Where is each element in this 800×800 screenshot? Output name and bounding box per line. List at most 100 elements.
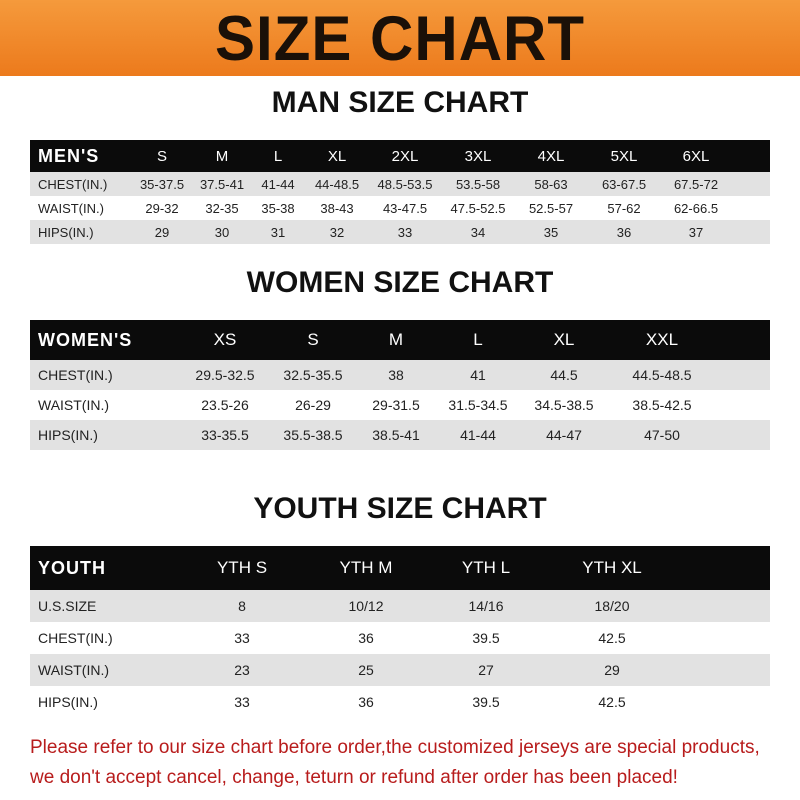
table-cell: 44-47 xyxy=(520,420,608,450)
table-cell: 39.5 xyxy=(472,630,500,646)
table-row: CHEST(IN.) 35-37.5 37.5-41 41-44 44-48.5 48.5… xyxy=(30,172,770,196)
table-row: WAIST(IN.) 29-32 32-35 35-38 38-43 43-47.5 47.… xyxy=(30,196,770,220)
table-cell: 33 xyxy=(234,630,250,646)
men-size-table: MEN'S S M L XL 2XL 3XL 4XL 5XL 6XL CHEST(IN.) 35-3… xyxy=(30,140,770,244)
table-cell: 42.5 xyxy=(598,630,626,646)
size-header-xs: XS xyxy=(180,320,270,360)
table-cell: 27 xyxy=(428,654,544,686)
row-spacer xyxy=(716,390,770,420)
table-cell: 23 xyxy=(180,654,304,686)
page-title: SIZE CHART xyxy=(215,2,585,74)
table-cell: 35.5-38.5 xyxy=(270,420,356,450)
row-label: HIPS(IN.) xyxy=(38,694,98,710)
table-cell: 38 xyxy=(356,360,436,390)
table-cell: 35-37.5 xyxy=(130,172,194,196)
youth-size-table: YOUTH YTH S YTH M YTH L YTH XL U.S.SIZE 8 10/1… xyxy=(30,546,770,718)
table-cell: 18/20 xyxy=(544,590,680,622)
youth-header: YOUTH xyxy=(30,546,180,590)
size-header-4xl: 4XL xyxy=(514,140,588,172)
size-header-2xl: 2XL xyxy=(368,140,442,172)
table-cell: 29.5-32.5 xyxy=(180,360,270,390)
table-cell: 31.5-34.5 xyxy=(448,397,508,413)
table-cell: 38.5-41 xyxy=(356,420,436,450)
row-spacer xyxy=(732,196,770,220)
women-chart-title: WOMEN SIZE CHART xyxy=(246,266,554,299)
table-cell: 32.5-35.5 xyxy=(270,360,356,390)
table-cell: 32 xyxy=(306,220,368,244)
row-spacer xyxy=(680,622,770,654)
row-label: HIPS(IN.) xyxy=(30,220,130,244)
table-cell: 47.5-52.5 xyxy=(450,200,506,216)
table-cell: 36 xyxy=(358,694,374,710)
row-spacer xyxy=(680,590,770,622)
table-cell: 29 xyxy=(544,654,680,686)
size-header-yth-m: YTH M xyxy=(304,546,428,590)
size-header-xl: XL xyxy=(306,140,368,172)
size-header-6xl: 6XL xyxy=(660,140,732,172)
table-cell: 41-44 xyxy=(250,172,306,196)
row-label: WAIST(IN.) xyxy=(30,654,180,686)
row-spacer xyxy=(716,420,770,450)
size-header-xl: XL xyxy=(520,320,608,360)
table-row: WAIST(IN.) 23 25 27 29 xyxy=(30,654,770,686)
table-cell: 25 xyxy=(304,654,428,686)
notice-line-1: Please refer to our size chart before or… xyxy=(30,737,760,758)
men-header: MEN'S xyxy=(30,140,130,172)
size-header-m: M xyxy=(356,320,436,360)
table-cell: 42.5 xyxy=(598,694,626,710)
table-cell: 43-47.5 xyxy=(382,200,428,216)
size-header-s: S xyxy=(270,320,356,360)
table-cell: 37.5-41 xyxy=(194,172,250,196)
youth-header-row: YOUTH YTH S YTH M YTH L YTH XL xyxy=(30,546,770,590)
size-header-s: S xyxy=(130,140,194,172)
table-cell: 44.5-48.5 xyxy=(608,360,716,390)
table-row: U.S.SIZE 8 10/12 14/16 18/20 xyxy=(30,590,770,622)
size-header-5xl: 5XL xyxy=(588,140,660,172)
women-header: WOMEN'S xyxy=(30,320,180,360)
row-spacer xyxy=(732,172,770,196)
table-cell: 37 xyxy=(660,220,732,244)
table-cell: 62-66.5 xyxy=(673,200,719,216)
table-cell: 48.5-53.5 xyxy=(368,172,442,196)
table-row: HIPS(IN.) 33 36 39.5 42.5 xyxy=(30,686,770,718)
size-header-l: L xyxy=(436,320,520,360)
table-cell: 52.5-57 xyxy=(528,200,574,216)
size-header-xxl: XXL xyxy=(608,320,716,360)
table-cell: 33 xyxy=(234,694,250,710)
women-size-table: WOMEN'S XS S M L XL XXL CHEST(IN.) 29.5-32.5 32.… xyxy=(30,320,770,450)
table-cell: 53.5-58 xyxy=(442,172,514,196)
table-cell: 36 xyxy=(588,220,660,244)
table-row: HIPS(IN.) 33-35.5 35.5-38.5 38.5-41 41-44 44-… xyxy=(30,420,770,450)
header-spacer xyxy=(732,140,770,172)
table-cell: 39.5 xyxy=(472,694,500,710)
table-cell: 58-63 xyxy=(514,172,588,196)
women-header-row: WOMEN'S XS S M L XL XXL xyxy=(30,320,770,360)
table-cell: 35-38 xyxy=(261,200,295,216)
table-cell: 8 xyxy=(180,590,304,622)
table-cell: 44-48.5 xyxy=(306,172,368,196)
table-row: HIPS(IN.) 29 30 31 32 33 34 35 36 37 xyxy=(30,220,770,244)
row-spacer xyxy=(732,220,770,244)
table-cell: 38.5-42.5 xyxy=(632,397,692,413)
row-label: CHEST(IN.) xyxy=(38,630,113,646)
table-cell: 29 xyxy=(130,220,194,244)
table-cell: 14/16 xyxy=(428,590,544,622)
size-header-yth-xl: YTH XL xyxy=(544,546,680,590)
table-cell: 38-43 xyxy=(320,200,354,216)
youth-chart-title: YOUTH SIZE CHART xyxy=(253,492,547,525)
row-label: CHEST(IN.) xyxy=(30,360,180,390)
table-cell: 67.5-72 xyxy=(660,172,732,196)
table-cell: 57-62 xyxy=(607,200,641,216)
table-cell: 33-35.5 xyxy=(180,420,270,450)
table-cell: 47-50 xyxy=(608,420,716,450)
size-header-3xl: 3XL xyxy=(442,140,514,172)
size-header-l: L xyxy=(250,140,306,172)
men-chart-title: MAN SIZE CHART xyxy=(271,86,529,119)
table-cell: 33 xyxy=(368,220,442,244)
row-label: CHEST(IN.) xyxy=(30,172,130,196)
table-cell: 29-32 xyxy=(145,200,179,216)
table-cell: 32-35 xyxy=(205,200,239,216)
size-header-yth-l: YTH L xyxy=(428,546,544,590)
size-header-yth-s: YTH S xyxy=(180,546,304,590)
header-spacer xyxy=(680,546,770,590)
